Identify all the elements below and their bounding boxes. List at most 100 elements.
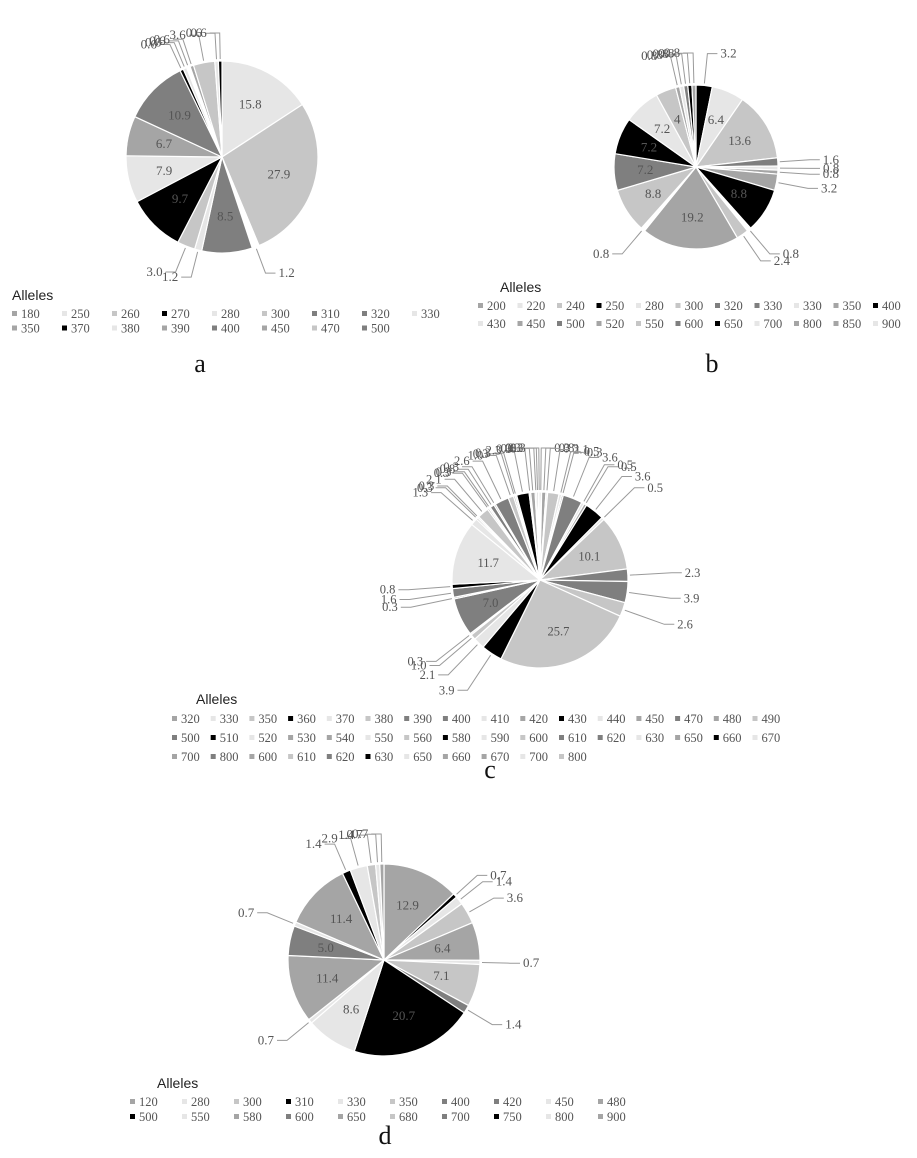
data-label: 7.2 bbox=[654, 121, 670, 136]
data-label: 1.6 bbox=[823, 152, 840, 167]
leader-line bbox=[671, 53, 686, 84]
legend-swatch bbox=[754, 303, 760, 308]
leader-line bbox=[168, 40, 189, 66]
pie-slice bbox=[295, 872, 386, 962]
legend-item: 310 bbox=[321, 307, 340, 321]
data-label: 7.9 bbox=[156, 163, 172, 178]
data-label: 0.3 bbox=[508, 441, 524, 455]
legend-item: 280 bbox=[221, 307, 240, 321]
legend-swatch bbox=[212, 325, 217, 331]
data-label: 0.8 bbox=[593, 246, 609, 261]
legend-swatch bbox=[481, 754, 487, 759]
pie-slice bbox=[353, 959, 466, 1057]
legend-swatch bbox=[404, 716, 410, 721]
legend-item: 650 bbox=[347, 1110, 366, 1124]
legend-item: 510 bbox=[220, 731, 239, 745]
legend-item: 200 bbox=[487, 299, 506, 313]
legend-item: 220 bbox=[527, 299, 546, 313]
legend-c: Alleles 320 330 350 360 370 380 390 400 410 420 430… bbox=[172, 691, 780, 784]
legend-item: 580 bbox=[243, 1110, 262, 1124]
data-label: 0.6 bbox=[141, 37, 158, 52]
data-label: 1.6 bbox=[381, 593, 397, 607]
legend-swatch bbox=[12, 325, 17, 331]
legend-swatch bbox=[833, 321, 839, 326]
legend-swatch bbox=[873, 321, 878, 326]
legend-swatch bbox=[752, 735, 758, 740]
legend-swatch bbox=[481, 735, 487, 740]
legend-item: 450 bbox=[271, 322, 290, 336]
leader-line bbox=[469, 897, 504, 913]
data-label: 13.6 bbox=[728, 133, 751, 148]
legend-swatch bbox=[338, 1114, 343, 1119]
legend-swatch bbox=[12, 311, 17, 316]
data-label: 0.8 bbox=[823, 166, 839, 181]
legend-item: 800 bbox=[803, 317, 822, 331]
legend-item: 470 bbox=[321, 322, 340, 336]
leader-line bbox=[438, 644, 478, 676]
leader-line bbox=[481, 962, 520, 964]
legend-swatch bbox=[249, 754, 255, 759]
panel-letter: b bbox=[706, 349, 719, 378]
data-label: 6.4 bbox=[434, 940, 451, 955]
pie-chart-a: 15.827.91.28.51.23.09.77.96.710.90.60.60… bbox=[125, 25, 319, 284]
leader-line bbox=[779, 171, 820, 175]
legend-swatch bbox=[794, 321, 799, 326]
legend-swatch bbox=[288, 735, 294, 740]
data-label: 2.1 bbox=[573, 443, 589, 457]
legend-swatch bbox=[517, 303, 523, 308]
leader-line bbox=[514, 448, 531, 491]
legend-swatch bbox=[546, 1114, 551, 1119]
legend-swatch bbox=[262, 311, 267, 316]
leader-line bbox=[257, 912, 294, 924]
legend-swatch bbox=[404, 754, 410, 759]
leader-line bbox=[472, 460, 502, 500]
legend-item: 700 bbox=[451, 1110, 470, 1124]
legend-item: 430 bbox=[487, 317, 506, 331]
data-label: 11.4 bbox=[316, 970, 339, 985]
leader-line bbox=[595, 476, 632, 510]
legend-item: 650 bbox=[413, 750, 432, 764]
legend-swatch bbox=[249, 735, 255, 740]
pie-slice bbox=[287, 954, 386, 1021]
data-label: 3.6 bbox=[170, 27, 187, 42]
legend-item: 630 bbox=[645, 731, 664, 745]
legend-item: 360 bbox=[297, 712, 316, 726]
pie-slice bbox=[694, 98, 779, 168]
leader-line bbox=[205, 32, 217, 60]
data-label: 8.8 bbox=[731, 186, 747, 201]
data-label: 0.3 bbox=[475, 446, 491, 460]
legend-swatch bbox=[442, 716, 448, 721]
legend-title: Alleles bbox=[500, 279, 541, 295]
legend-swatch bbox=[312, 311, 317, 316]
legend-swatch bbox=[234, 1114, 239, 1119]
legend-swatch bbox=[715, 303, 720, 308]
legend-item: 370 bbox=[336, 712, 355, 726]
legend-swatch bbox=[713, 716, 719, 721]
legend-item: 540 bbox=[336, 731, 355, 745]
legend-item: 660 bbox=[452, 750, 471, 764]
legend-item: 520 bbox=[258, 731, 277, 745]
data-label: 11.7 bbox=[477, 556, 498, 570]
legend-item: 300 bbox=[243, 1095, 262, 1109]
leader-line bbox=[666, 54, 682, 85]
data-label: 0.8 bbox=[440, 462, 456, 476]
legend-swatch bbox=[557, 321, 562, 326]
legend-item: 700 bbox=[181, 750, 200, 764]
legend-swatch bbox=[442, 1114, 447, 1119]
legend-swatch bbox=[362, 325, 367, 331]
legend-item: 250 bbox=[606, 299, 625, 313]
legend-item: 480 bbox=[723, 712, 742, 726]
legend-item: 600 bbox=[529, 731, 548, 745]
legend-swatch bbox=[442, 1099, 447, 1104]
leader-line bbox=[504, 450, 523, 492]
legend-item: 560 bbox=[413, 731, 432, 745]
pie-chart-d: 12.90.71.43.66.40.77.11.420.78.60.711.45… bbox=[238, 826, 540, 1057]
data-label: 0.3 bbox=[587, 445, 603, 459]
data-label: 15.8 bbox=[239, 97, 262, 112]
leader-line bbox=[778, 182, 818, 189]
legend-item: 610 bbox=[568, 731, 587, 745]
legend-item: 550 bbox=[375, 731, 394, 745]
legend-swatch bbox=[162, 311, 167, 316]
data-label: 0.3 bbox=[436, 465, 452, 479]
leader-line bbox=[165, 247, 186, 273]
